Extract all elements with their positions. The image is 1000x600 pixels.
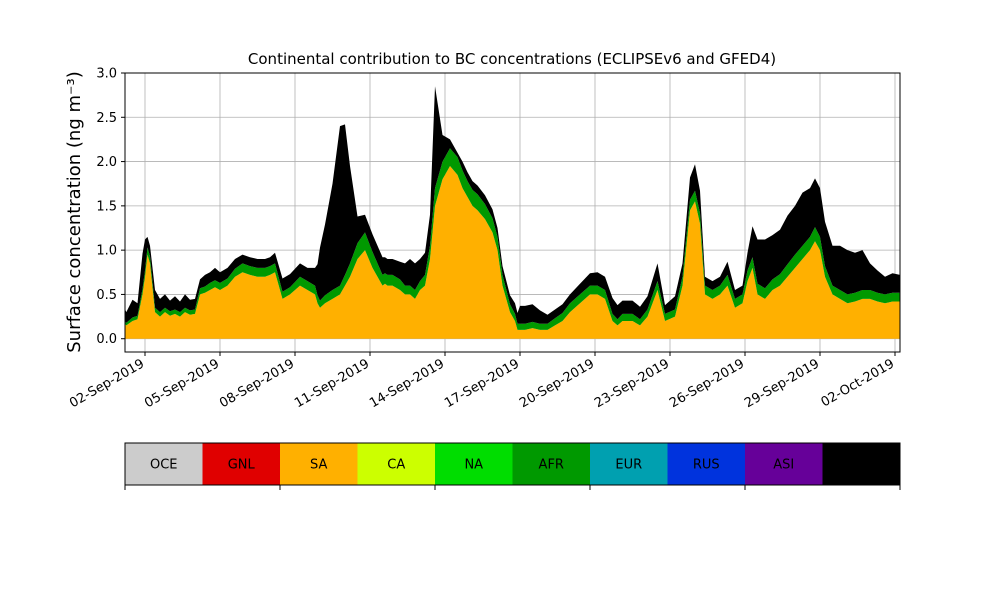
- y-tick-label-5: 2.5: [96, 111, 117, 126]
- legend-label-RUS: RUS: [693, 458, 720, 473]
- y-axis-label: Surface concentration (ng m⁻³): [64, 71, 85, 353]
- legend-swatch-EUR: [590, 443, 668, 485]
- legend-swatch-CA: [357, 443, 435, 485]
- legend-swatch-OCE: [125, 443, 203, 485]
- x-tick-label-9: 29-Sep-2019: [742, 356, 822, 411]
- legend-label-OCE: OCE: [150, 458, 178, 473]
- x-tick-label-10: 02-Oct-2019: [819, 356, 897, 410]
- legend-swatch-AFR: [512, 443, 590, 485]
- stacked-areas: [125, 86, 900, 339]
- x-tick-label-2: 08-Sep-2019: [217, 356, 297, 411]
- y-tick-label-0: 0.0: [96, 332, 117, 347]
- legend-label-NA: NA: [464, 458, 483, 473]
- legend-label-CA: CA: [387, 458, 405, 473]
- y-tick-label-2: 1.0: [96, 244, 117, 259]
- y-tick-label-4: 2.0: [96, 155, 117, 170]
- legend-swatch-SA: [280, 443, 358, 485]
- legend-swatch-RUS: [667, 443, 745, 485]
- y-tick-label-3: 1.5: [96, 199, 117, 214]
- y-tick-label-6: 3.0: [96, 67, 117, 82]
- legend-swatch-NA: [435, 443, 513, 485]
- x-tick-label-4: 14-Sep-2019: [367, 356, 447, 411]
- legend: OCE GNL SA CA NA AFR EUR RUS ASI AUS: [124, 442, 901, 490]
- legend-frame: [124, 442, 901, 486]
- x-tick-label-1: 05-Sep-2019: [142, 356, 222, 411]
- x-tick-label-5: 17-Sep-2019: [442, 356, 522, 411]
- x-tick-label-6: 20-Sep-2019: [517, 356, 597, 411]
- legend-label-GNL: GNL: [228, 458, 256, 473]
- legend-label-AUS: AUS: [848, 458, 875, 473]
- y-tick-label-1: 0.5: [96, 288, 117, 303]
- x-tick-label-8: 26-Sep-2019: [667, 356, 747, 411]
- plot-frame: [124, 72, 901, 353]
- legend-swatch-GNL: [202, 443, 280, 485]
- legend-label-EUR: EUR: [615, 458, 642, 473]
- legend-swatch-AUS: [822, 443, 900, 485]
- x-tick-label-3: 11-Sep-2019: [292, 356, 372, 411]
- chart-title: Continental contribution to BC concentra…: [248, 50, 776, 68]
- legend-label-ASI: ASI: [773, 458, 794, 473]
- legend-label-AFR: AFR: [539, 458, 564, 473]
- legend-label-SA: SA: [310, 458, 327, 473]
- area-series-SA: [125, 166, 900, 339]
- legend-swatch-ASI: [745, 443, 823, 485]
- x-tick-label-0: 02-Sep-2019: [67, 356, 147, 411]
- area-series-AUS: [125, 86, 900, 324]
- x-tick-label-7: 23-Sep-2019: [592, 356, 672, 411]
